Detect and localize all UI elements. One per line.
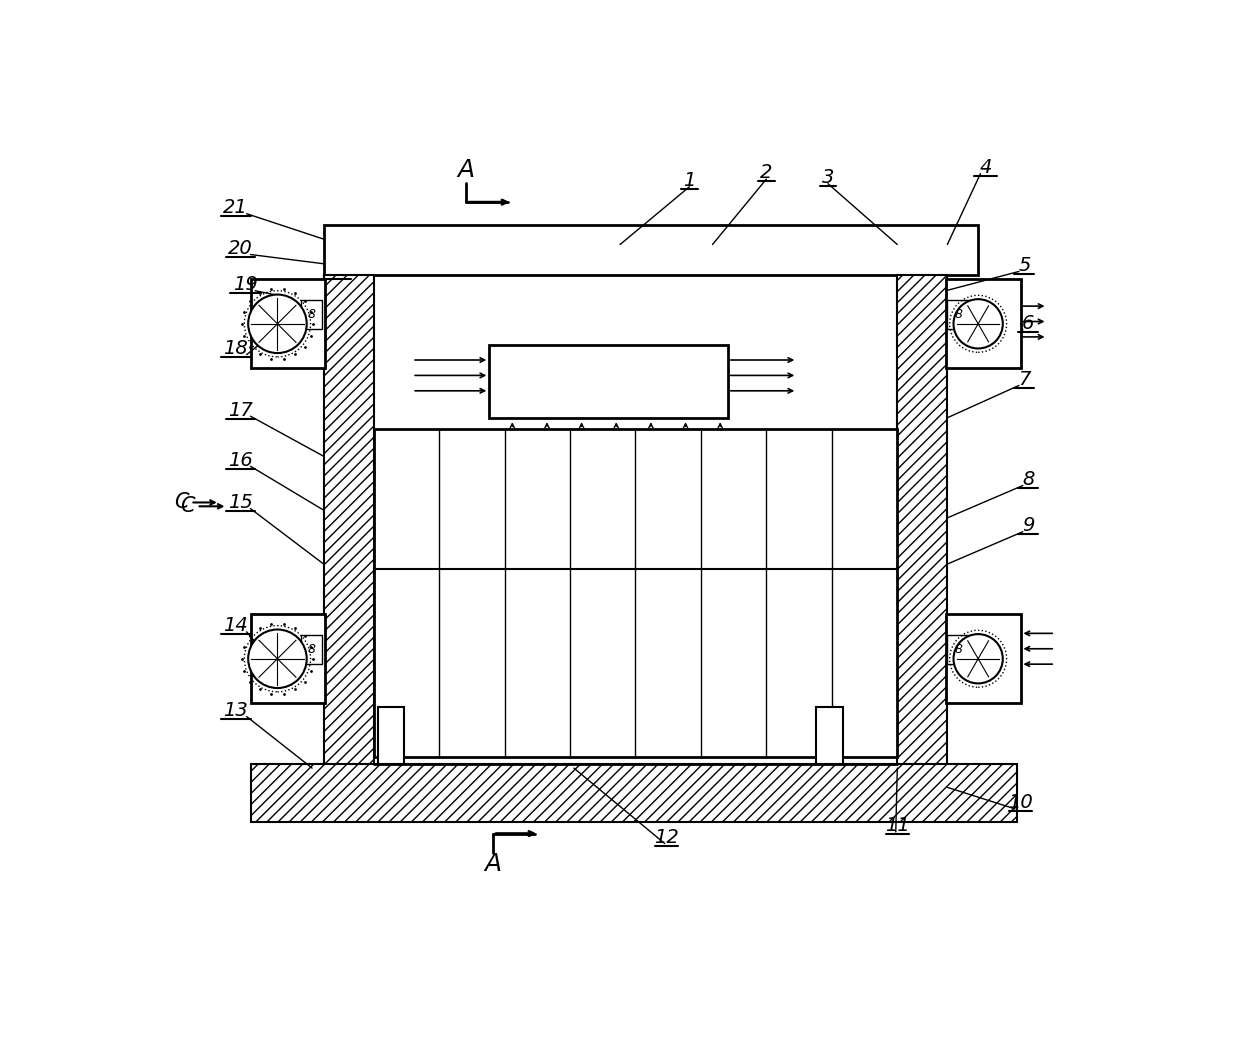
Bar xyxy=(947,635,968,664)
Bar xyxy=(250,614,325,703)
Text: 12: 12 xyxy=(653,828,678,847)
Text: 14: 14 xyxy=(223,616,248,635)
Text: 18: 18 xyxy=(223,339,248,358)
Bar xyxy=(250,765,1017,822)
Text: 7: 7 xyxy=(1018,370,1030,389)
Bar xyxy=(490,344,728,418)
Text: A: A xyxy=(458,157,475,181)
Bar xyxy=(324,275,373,768)
Circle shape xyxy=(954,634,1003,683)
Text: 17: 17 xyxy=(228,401,253,419)
Text: 15: 15 xyxy=(228,493,253,512)
Text: C: C xyxy=(174,492,188,512)
Text: 9: 9 xyxy=(1022,516,1034,535)
Circle shape xyxy=(954,299,1003,348)
Text: 2: 2 xyxy=(760,164,773,183)
Text: 8: 8 xyxy=(954,644,962,656)
Text: 21: 21 xyxy=(223,198,248,217)
Text: 8: 8 xyxy=(954,308,962,321)
Bar xyxy=(946,614,1021,703)
Text: 16: 16 xyxy=(228,451,253,469)
Text: 13: 13 xyxy=(223,701,248,720)
Text: 11: 11 xyxy=(885,817,910,835)
Text: 8: 8 xyxy=(308,644,315,656)
Bar xyxy=(250,280,325,368)
Bar xyxy=(300,635,322,664)
Text: 19: 19 xyxy=(233,275,258,294)
Text: 20: 20 xyxy=(228,239,253,258)
Text: 4: 4 xyxy=(980,157,992,177)
Bar xyxy=(377,706,404,765)
Circle shape xyxy=(248,294,306,354)
Text: 5: 5 xyxy=(1018,256,1030,274)
Bar xyxy=(947,300,968,330)
Text: 6: 6 xyxy=(1022,314,1034,334)
Bar xyxy=(324,225,978,275)
Circle shape xyxy=(248,630,306,688)
Text: C: C xyxy=(180,496,195,516)
Text: A: A xyxy=(485,852,502,876)
Bar xyxy=(373,430,898,756)
Bar xyxy=(300,300,322,330)
Bar xyxy=(946,280,1021,368)
Text: 10: 10 xyxy=(1008,794,1033,812)
Bar xyxy=(898,275,947,768)
Text: 1: 1 xyxy=(683,171,696,190)
Text: 3: 3 xyxy=(822,168,835,187)
Text: 8: 8 xyxy=(1022,469,1034,489)
Text: 8: 8 xyxy=(308,308,315,321)
Bar xyxy=(816,706,843,765)
